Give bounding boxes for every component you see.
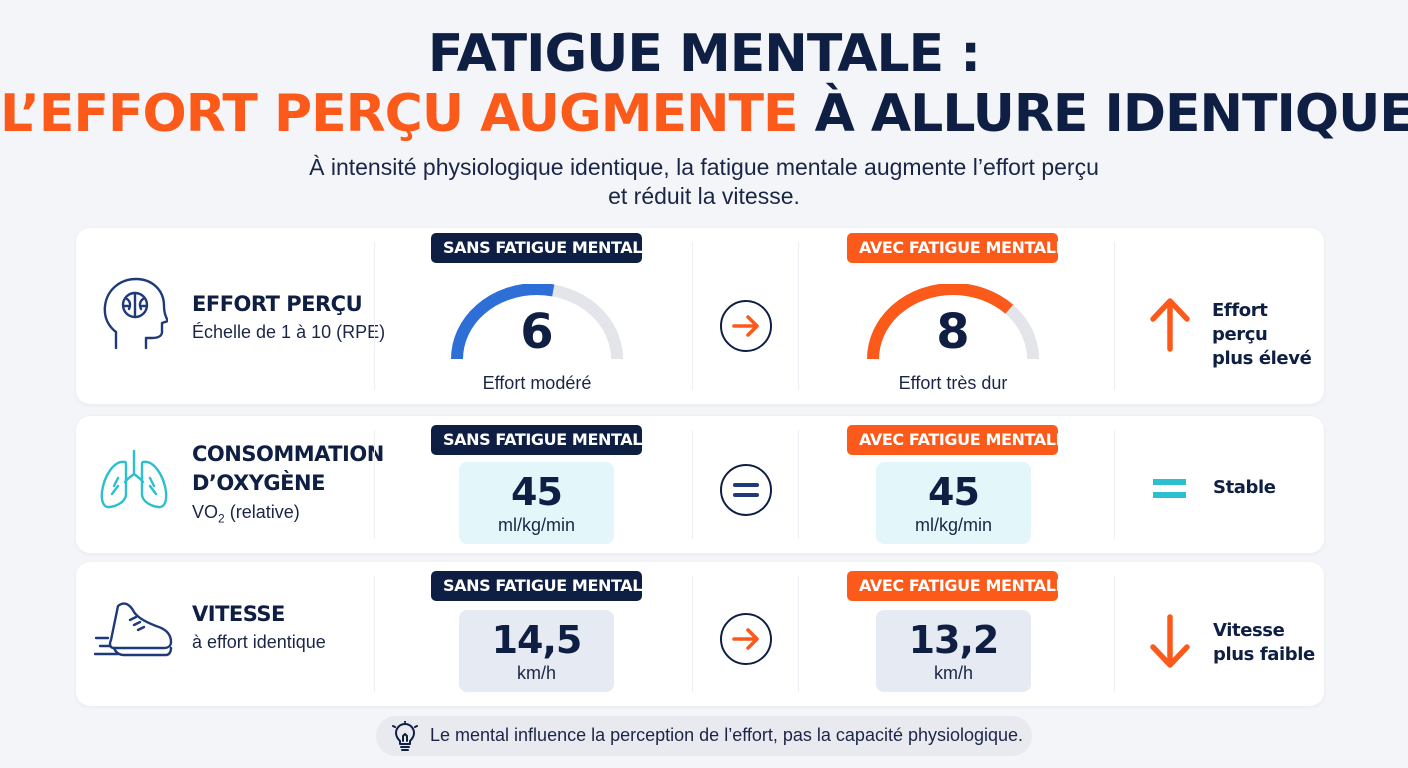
badge-avec-fatigue: AVEC FATIGUE MENTALE	[847, 233, 1066, 263]
effect-line: Effort perçu	[1212, 300, 1268, 345]
unit: km/h	[516, 663, 556, 683]
badge-avec-fatigue: AVEC FATIGUE MENTALE	[847, 571, 1066, 601]
equals-icon	[1153, 479, 1186, 498]
effect-text: Effort perçu plus élevé	[1212, 299, 1324, 371]
gauge-caption: Effort très dur	[898, 373, 1008, 393]
value-box-avec-fatigue: 45 ml/kg/min	[876, 462, 1031, 544]
divider	[374, 430, 375, 539]
footer-note: Le mental influence la perception de l’e…	[376, 716, 1032, 756]
value: 14,5	[491, 618, 583, 662]
title-highlight: L’EFFORT PERÇU AUGMENTE	[0, 84, 798, 144]
value: 45	[928, 470, 980, 514]
vo2-rest: (relative)	[224, 502, 300, 522]
arrow-right-icon	[732, 315, 759, 337]
unit: km/h	[933, 663, 973, 683]
comparison-equals	[720, 464, 772, 516]
row-vitesse: VITESSE à effort identique SANS FATIGUE …	[76, 562, 1324, 706]
effect-line: Vitesse	[1213, 620, 1285, 641]
row-subtitle: Échelle de 1 à 10 (RPE)	[192, 322, 386, 342]
equals-icon	[733, 483, 759, 497]
badge-sans-fatigue: SANS FATIGUE MENTALE	[431, 571, 653, 601]
lightbulb-icon	[392, 721, 418, 751]
title-line-1: FATIGUE MENTALE :	[427, 24, 981, 84]
divider	[1114, 430, 1115, 539]
divider	[692, 242, 693, 390]
divider	[1114, 576, 1115, 692]
lungs-icon	[98, 448, 170, 517]
divider	[692, 430, 693, 539]
badge-sans-fatigue: SANS FATIGUE MENTALE	[431, 425, 653, 455]
value-box-sans-fatigue: 45 ml/kg/min	[459, 462, 614, 544]
gauge-sans-fatigue	[451, 284, 623, 360]
arrow-up-icon	[1150, 298, 1190, 352]
effect-line: plus élevé	[1212, 348, 1312, 369]
subtitle-line-2: et réduit la vitesse.	[608, 183, 800, 209]
divider	[374, 576, 375, 692]
gauge-value: 6	[520, 304, 554, 360]
arrow-right-icon	[732, 628, 759, 650]
gauge-avec-fatigue	[867, 284, 1039, 360]
comparison-arrow-right	[720, 613, 772, 665]
badge-sans-fatigue: SANS FATIGUE MENTALE	[431, 233, 653, 263]
unit: ml/kg/min	[914, 515, 992, 535]
divider	[798, 430, 799, 539]
row-title: VITESSE	[192, 602, 285, 626]
row-title: EFFORT PERÇU	[192, 292, 363, 316]
row-subtitle: VO2 (relative)	[192, 502, 300, 526]
value-box-avec-fatigue: 13,2 km/h	[876, 610, 1031, 692]
badge-avec-fatigue: AVEC FATIGUE MENTALE	[847, 425, 1066, 455]
divider	[798, 576, 799, 692]
vo2-main: VO	[192, 502, 219, 522]
effect-line: plus faible	[1213, 644, 1315, 665]
comparison-arrow-right	[720, 300, 772, 352]
gauge-caption: Effort modéré	[482, 373, 592, 393]
running-shoe-icon	[93, 598, 174, 665]
row-title-line: D’OXYGÈNE	[192, 471, 325, 495]
vo2-subscript: 2	[218, 511, 225, 526]
footer-text: Le mental influence la perception de l’e…	[430, 725, 1024, 745]
gauge-value: 8	[936, 304, 970, 360]
title-line-2: L’EFFORT PERÇU AUGMENTE À ALLURE IDENTIQ…	[0, 84, 1408, 144]
unit: ml/kg/min	[497, 515, 575, 535]
divider	[692, 576, 693, 692]
subtitle-line-1: À intensité physiologique identique, la …	[309, 154, 1099, 180]
subtitle: À intensité physiologique identique, la …	[0, 153, 1408, 211]
title-rest: À ALLURE IDENTIQUE	[797, 84, 1408, 144]
value: 45	[511, 470, 563, 514]
arrow-down-icon	[1150, 614, 1190, 668]
row-effort-percu: EFFORT PERÇU Échelle de 1 à 10 (RPE) SAN…	[76, 228, 1324, 404]
head-brain-icon	[102, 276, 170, 357]
row-consommation-oxygene: CONSOMMATION D’OXYGÈNE VO2 (relative) SA…	[76, 416, 1324, 553]
row-title: CONSOMMATION D’OXYGÈNE	[192, 440, 384, 498]
effect-text: Stable	[1213, 477, 1276, 498]
value: 13,2	[908, 618, 1000, 662]
divider	[374, 242, 375, 390]
row-subtitle: à effort identique	[192, 632, 326, 652]
effect-text: Vitesse plus faible	[1213, 619, 1315, 667]
divider	[798, 242, 799, 390]
divider	[1114, 242, 1115, 390]
row-title-line: CONSOMMATION	[192, 442, 384, 466]
value-box-sans-fatigue: 14,5 km/h	[459, 610, 614, 692]
